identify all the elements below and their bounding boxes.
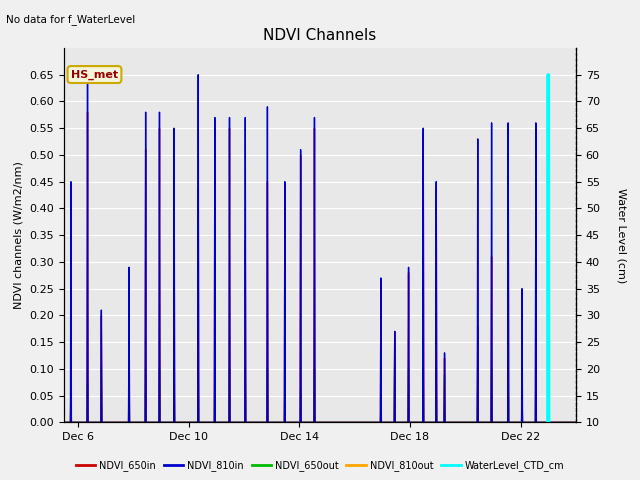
Text: No data for f_WaterLevel: No data for f_WaterLevel (6, 14, 136, 25)
Legend: NDVI_650in, NDVI_810in, NDVI_650out, NDVI_810out, WaterLevel_CTD_cm: NDVI_650in, NDVI_810in, NDVI_650out, NDV… (72, 456, 568, 475)
Y-axis label: NDVI channels (W/m2/nm): NDVI channels (W/m2/nm) (14, 161, 24, 309)
Title: NDVI Channels: NDVI Channels (264, 28, 376, 43)
Text: HS_met: HS_met (71, 70, 118, 80)
Y-axis label: Water Level (cm): Water Level (cm) (616, 188, 627, 283)
